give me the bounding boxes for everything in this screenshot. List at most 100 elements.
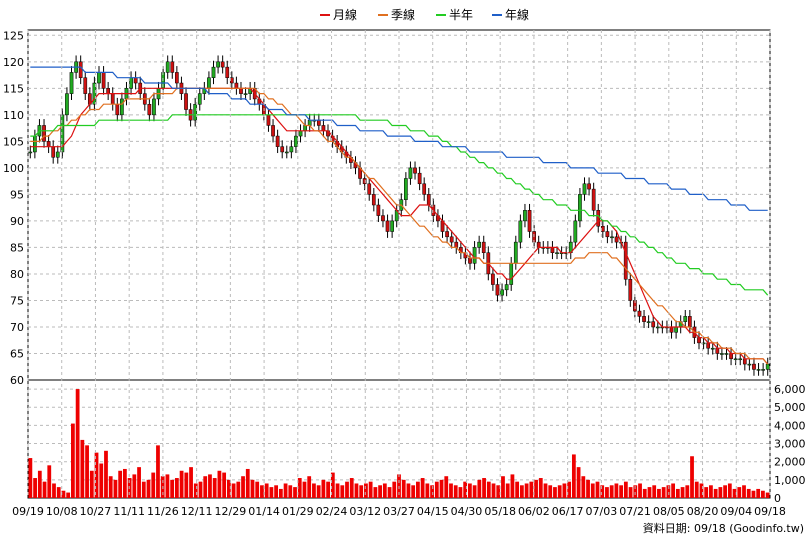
volume-bar — [553, 487, 557, 498]
candle-body — [243, 93, 248, 95]
volume-bar — [326, 481, 330, 498]
volume-bar — [420, 478, 425, 498]
candle-body — [303, 125, 307, 132]
volume-bar — [203, 476, 208, 498]
volume-bar — [501, 476, 505, 498]
candle-body — [321, 125, 326, 132]
candle-body — [550, 247, 555, 253]
volume-bar — [61, 490, 66, 498]
volume-bar — [66, 492, 71, 498]
volume-bar — [387, 487, 392, 498]
x-tick-label: 09/04 — [720, 505, 752, 518]
volume-bar — [713, 488, 718, 498]
volume-bar — [609, 485, 614, 498]
price-tick-label: 60 — [10, 374, 24, 387]
x-tick-label: 11/11 — [113, 505, 145, 518]
price-tick-label: 70 — [10, 321, 24, 334]
volume-bar — [288, 485, 293, 498]
x-tick-label: 06/02 — [518, 505, 550, 518]
volume-bar — [269, 487, 274, 498]
volume-bar — [472, 485, 477, 498]
volume-bar — [543, 483, 548, 498]
candle-body — [752, 363, 756, 370]
candle-body — [710, 347, 715, 350]
volume-bar — [529, 481, 534, 498]
candle-body — [33, 135, 37, 153]
x-tick-label: 10/08 — [46, 505, 78, 518]
price-tick-label: 85 — [10, 241, 24, 254]
candle-body — [724, 353, 729, 355]
price-tick-label: 120 — [3, 56, 24, 69]
volume-bar — [122, 468, 127, 498]
candle-body — [738, 358, 743, 361]
volume-bar — [727, 483, 732, 498]
x-axis: 09/19 10/08 10/27 11/11 11/26 12/11 12/29 01/14… — [12, 30, 786, 518]
x-tick-label: 01/29 — [282, 505, 314, 518]
candle-body — [683, 316, 688, 322]
volume-bar — [638, 483, 642, 498]
candle-body — [747, 363, 752, 366]
volume-bar — [614, 483, 619, 498]
candle-body — [761, 369, 765, 371]
volume-bar — [685, 485, 690, 498]
x-tick-label: 09/18 — [754, 505, 786, 518]
volume-bar — [709, 485, 713, 498]
volume-bar — [217, 470, 222, 498]
volume-bar — [56, 487, 61, 498]
candle-body — [651, 321, 656, 328]
volume-bar — [170, 479, 175, 498]
volume-bar — [151, 472, 156, 498]
candle-body — [46, 141, 51, 147]
candle-body — [110, 93, 115, 105]
candle-body — [674, 326, 678, 333]
volume-tick-label: 3,000 — [774, 438, 806, 451]
candle-body — [655, 326, 660, 329]
candle-body — [225, 66, 230, 78]
candle-body — [362, 178, 367, 185]
candle-body — [472, 247, 477, 264]
volume-tick-label: 4,000 — [774, 419, 806, 432]
candle-body — [596, 210, 601, 227]
candle-body — [509, 263, 514, 285]
x-tick-label: 01/14 — [248, 505, 280, 518]
x-tick-label: 03/12 — [349, 505, 381, 518]
volume-bar — [430, 485, 434, 498]
candle-body — [115, 103, 120, 116]
volume-bar — [359, 485, 364, 498]
candle-body — [623, 241, 628, 280]
footer-text: 資料日期: 09/18 (Goodinfo.tw) — [643, 521, 804, 535]
candle-body — [266, 114, 271, 126]
volume-bar — [680, 487, 685, 498]
volume-bar — [642, 488, 647, 498]
candle-body — [417, 172, 422, 185]
volume-bar — [47, 465, 52, 498]
candle-body — [637, 310, 642, 317]
volume-bar — [756, 488, 761, 498]
x-tick-label: 08/20 — [687, 505, 719, 518]
volume-bar — [212, 478, 217, 498]
candle-body — [481, 241, 486, 253]
price-tick-label: 100 — [3, 162, 24, 175]
volume-bar — [482, 478, 486, 498]
candle-body — [371, 194, 376, 206]
volume-bar — [85, 445, 89, 498]
candle-body — [216, 61, 220, 68]
volume-bar — [548, 485, 553, 498]
candle-body — [106, 88, 111, 94]
volume-bar — [524, 483, 529, 498]
volume-bar — [335, 483, 340, 498]
candle-body — [413, 167, 417, 174]
volume-bar — [468, 483, 472, 498]
volume-bar — [571, 454, 576, 498]
candle-body — [390, 220, 394, 232]
volume-bar — [89, 470, 94, 498]
candle-body — [165, 61, 170, 73]
volume-bar — [581, 476, 586, 498]
volume-bar — [453, 485, 458, 498]
volume-bar — [241, 476, 245, 498]
volume-bar — [623, 481, 628, 498]
volume-bar — [156, 445, 160, 498]
volume-panel: 0 1,000 2,000 3,000 4,000 5,000 6,000 — [27, 379, 806, 505]
volume-bar — [321, 479, 326, 498]
volume-bar — [675, 488, 680, 498]
